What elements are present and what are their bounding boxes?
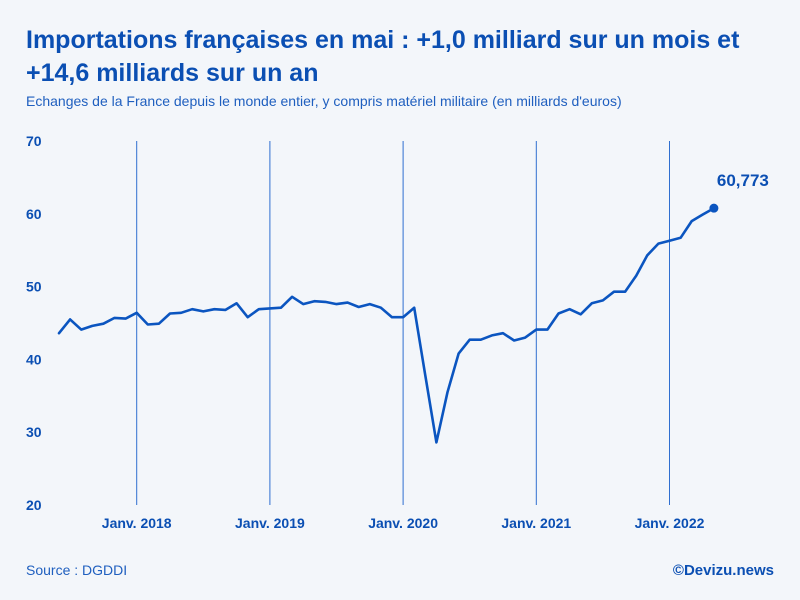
y-tick-label-70: 70 [26, 133, 42, 149]
x-tick-label-3: Janv. 2021 [501, 515, 571, 531]
y-axis: 20 30 40 50 60 70 [26, 133, 42, 513]
y-tick-label-20: 20 [26, 497, 42, 513]
x-tick-label-4: Janv. 2022 [635, 515, 705, 531]
x-axis: Janv. 2018 Janv. 2019 Janv. 2020 Janv. 2021… [102, 515, 705, 531]
y-tick-label-40: 40 [26, 351, 42, 367]
y-tick-label-60: 60 [26, 206, 42, 222]
x-tick-label-1: Janv. 2019 [235, 515, 305, 531]
source-note: Source : DGDDI [26, 562, 128, 578]
x-tick-label-2: Janv. 2020 [368, 515, 438, 531]
vertical-gridlines [136, 141, 670, 505]
y-tick-label-30: 30 [26, 424, 42, 440]
x-tick-label-0: Janv. 2018 [102, 515, 172, 531]
y-tick-label-50: 50 [26, 279, 42, 295]
end-value-label: 60,773 [717, 171, 769, 190]
end-point-marker [709, 203, 719, 213]
series-group: 60,773 [57, 171, 769, 444]
chart-title: Importations françaises en mai : +1,0 mi… [26, 26, 740, 87]
brand-credit: ©Devizu.news [672, 562, 774, 579]
chart-subtitle: Echanges de la France depuis le monde en… [26, 93, 622, 109]
series-line [57, 206, 716, 444]
